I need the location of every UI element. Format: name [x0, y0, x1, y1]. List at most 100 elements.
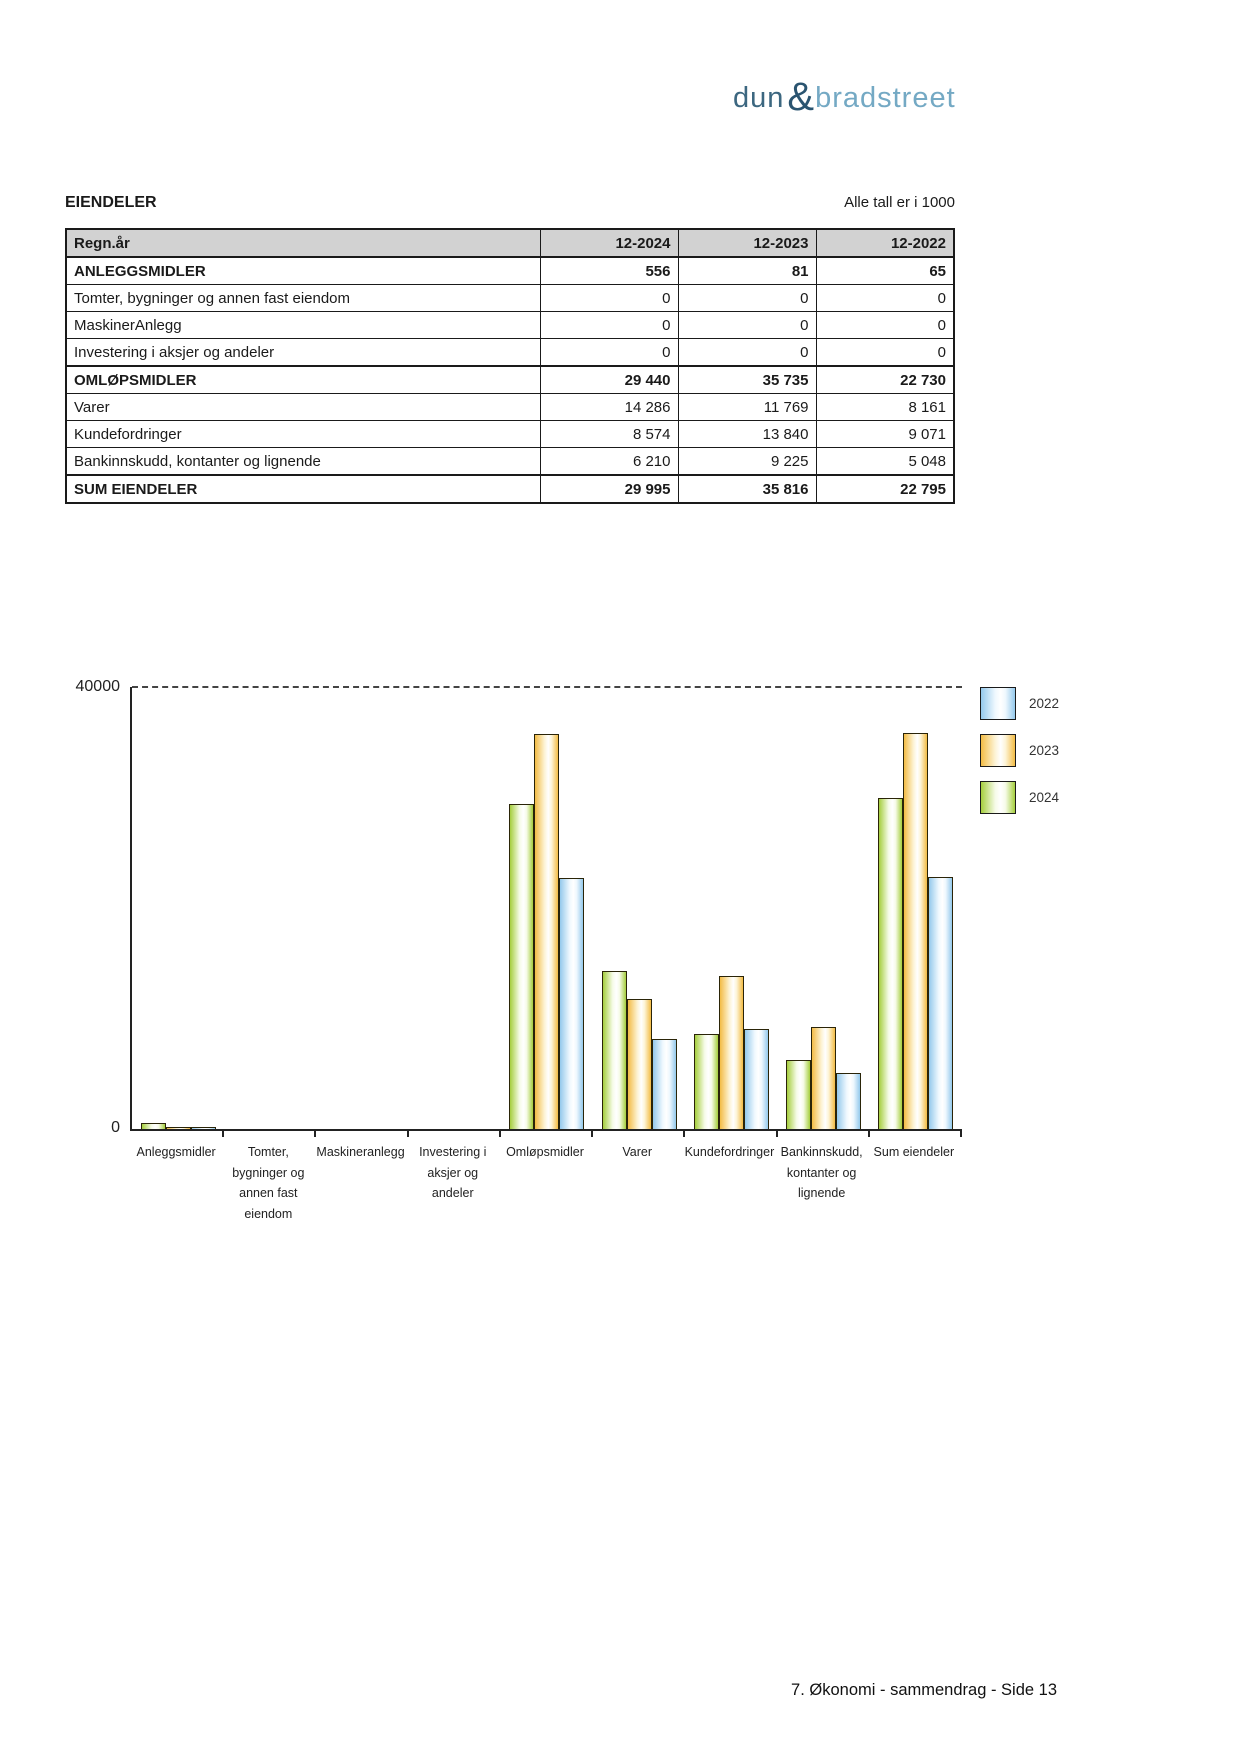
legend-swatch-2023 — [980, 734, 1016, 767]
x-axis-tick — [683, 1129, 686, 1137]
bar-2023 — [903, 733, 929, 1129]
bar-group — [224, 687, 316, 1129]
row-value: 0 — [539, 338, 679, 367]
x-axis-category-label: Omløpsmidler — [506, 1145, 584, 1159]
column-header-2022: 12-2022 — [815, 228, 955, 258]
row-value: 13 840 — [677, 420, 817, 448]
x-axis-category-label: Kundefordringer — [684, 1145, 775, 1159]
x-axis-tick — [314, 1129, 317, 1137]
table-row: ANLEGGSMIDLER 556 81 65 — [65, 256, 955, 285]
table-row: Bankinnskudd, kontanter og lignende 6 210… — [65, 447, 955, 476]
bar-2022 — [651, 1039, 677, 1129]
row-value: 11 769 — [677, 393, 817, 421]
x-axis-category-label: Tomter, bygninger og annen fast eiendom — [232, 1145, 305, 1221]
y-axis-zero-label: 0 — [111, 1119, 120, 1136]
legend-swatch-2024 — [980, 781, 1016, 814]
x-axis-tick — [960, 1129, 962, 1137]
bar-group — [409, 687, 501, 1129]
bar-2023 — [811, 1027, 837, 1129]
table-row: Varer 14 286 11 769 8 161 — [65, 393, 955, 421]
y-axis-max-label: 40000 — [75, 678, 121, 695]
units-note: Alle tall er i 1000 — [844, 194, 955, 211]
assets-bar-chart: 40000 0 Anleggsmidler Tomter, bygninger o… — [60, 600, 1200, 1260]
row-value: 35 735 — [677, 365, 817, 394]
row-value: 9 071 — [815, 420, 955, 448]
bar-2024 — [601, 971, 627, 1129]
row-value: 0 — [815, 311, 955, 339]
row-value: 29 995 — [539, 474, 679, 504]
bar-2022 — [928, 877, 954, 1129]
x-axis-tick — [406, 1129, 409, 1137]
plot-area — [130, 686, 962, 1137]
table-row: MaskinerAnlegg 0 0 0 — [65, 311, 955, 339]
section-title: EIENDELER — [65, 194, 157, 211]
bar-2022 — [836, 1073, 862, 1129]
row-label: Investering i aksjer og andeler — [65, 338, 541, 367]
row-label: Varer — [65, 393, 541, 421]
row-value: 22 795 — [815, 474, 955, 504]
x-axis-category-label: Bankinnskudd, kontanter og lignende — [780, 1145, 863, 1201]
row-value: 35 816 — [677, 474, 817, 504]
legend-label: 2024 — [1029, 790, 1060, 805]
row-label: ANLEGGSMIDLER — [65, 256, 541, 285]
table-row: OMLØPSMIDLER 29 440 35 735 22 730 — [65, 365, 955, 394]
bar-group — [870, 687, 962, 1129]
bar-group — [501, 687, 593, 1129]
bar-2023 — [534, 734, 560, 1129]
section-heading-row: EIENDELER Alle tall er i 1000 — [65, 194, 955, 212]
row-value: 0 — [677, 284, 817, 312]
row-value: 6 210 — [539, 447, 679, 476]
bar-2024 — [878, 798, 904, 1129]
row-value: 8 574 — [539, 420, 679, 448]
column-header-regnar: Regn.år — [65, 228, 541, 258]
bar-group — [778, 687, 870, 1129]
legend-swatch-2022 — [980, 687, 1016, 720]
bar-group — [685, 687, 777, 1129]
row-label: OMLØPSMIDLER — [65, 365, 541, 394]
gridline-max — [132, 686, 962, 688]
row-label: Tomter, bygninger og annen fast eiendom — [65, 284, 541, 312]
x-axis-category-label: Maskineranlegg — [316, 1145, 405, 1159]
logo-text-bradstreet: bradstreet — [815, 82, 956, 114]
x-axis-tick — [867, 1129, 870, 1137]
bar-2022 — [743, 1029, 769, 1129]
row-value: 0 — [815, 284, 955, 312]
row-value: 81 — [677, 256, 817, 285]
x-axis-tick — [498, 1129, 501, 1137]
table-row: Investering i aksjer og andeler 0 0 0 — [65, 338, 955, 367]
table-row: Tomter, bygninger og annen fast eiendom 0… — [65, 284, 955, 312]
row-value: 0 — [815, 338, 955, 367]
bar-2023 — [165, 1127, 191, 1129]
logo-text-dun: dun — [733, 82, 785, 114]
row-value: 29 440 — [539, 365, 679, 394]
row-label: MaskinerAnlegg — [65, 311, 541, 339]
legend-label: 2023 — [1029, 743, 1060, 758]
row-value: 0 — [539, 284, 679, 312]
dun-bradstreet-logo: dun & bradstreet — [733, 72, 956, 119]
table-row: SUM EIENDELER 29 995 35 816 22 795 — [65, 474, 955, 504]
row-label: Bankinnskudd, kontanter og lignende — [65, 447, 541, 476]
x-axis-tick — [775, 1129, 778, 1137]
bar-group — [132, 687, 224, 1129]
assets-table: Regn.år 12-2024 12-2023 12-2022 ANLEGGSM… — [65, 228, 955, 504]
legend-item: 2022 — [980, 687, 1059, 720]
column-header-2024: 12-2024 — [539, 228, 679, 258]
legend-item: 2023 — [980, 734, 1059, 767]
row-value: 8 161 — [815, 393, 955, 421]
bar-2024 — [786, 1060, 812, 1129]
row-value: 14 286 — [539, 393, 679, 421]
legend-label: 2022 — [1029, 696, 1060, 711]
bar-2024 — [140, 1123, 166, 1129]
x-axis-tick — [222, 1129, 225, 1137]
row-value: 22 730 — [815, 365, 955, 394]
row-value: 0 — [539, 311, 679, 339]
x-axis-category-label: Investering i aksjer og andeler — [419, 1145, 487, 1201]
row-label: Kundefordringer — [65, 420, 541, 448]
bar-2024 — [509, 804, 535, 1129]
bar-2023 — [626, 999, 652, 1129]
row-value: 0 — [677, 338, 817, 367]
row-value: 556 — [539, 256, 679, 285]
column-header-2023: 12-2023 — [677, 228, 817, 258]
row-value: 65 — [815, 256, 955, 285]
bar-group — [593, 687, 685, 1129]
